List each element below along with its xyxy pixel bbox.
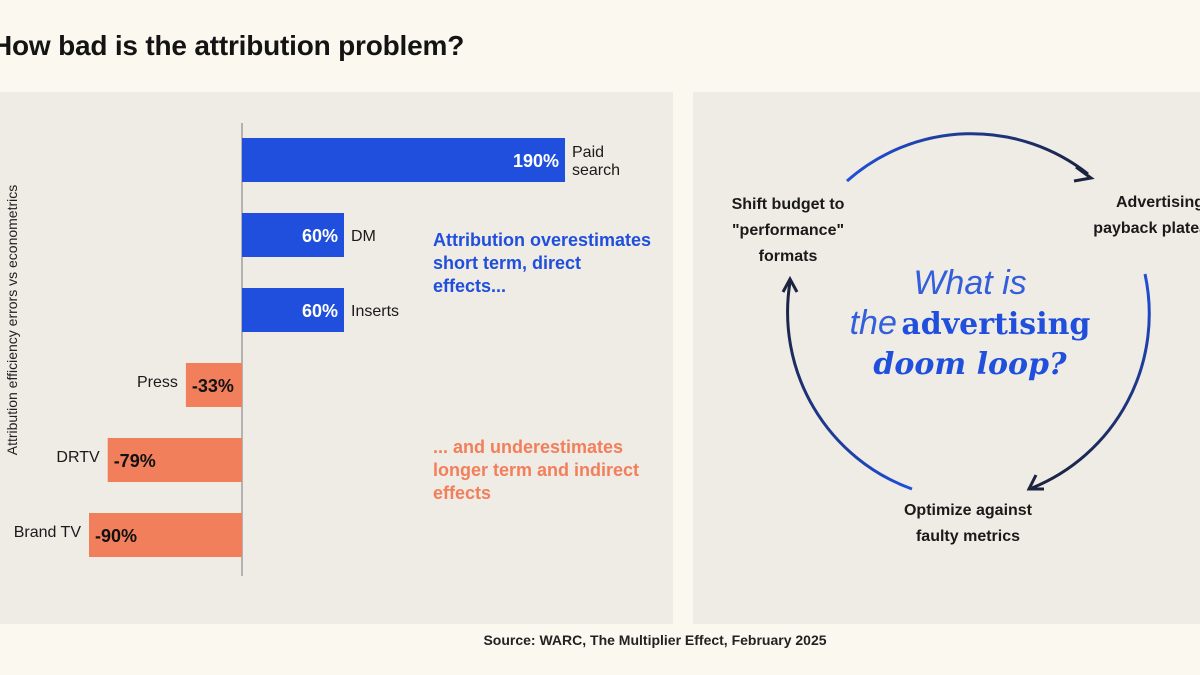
doom-loop-panel	[693, 92, 1200, 624]
bar-value-label: 60%	[302, 301, 338, 321]
overestimate-annotation: Attribution overestimates short term, di…	[433, 230, 652, 296]
doom-loop-heading: What is the advertising doom loop?	[820, 263, 1120, 385]
underestimate-annotation: ... and underestimates longer term and i…	[433, 437, 640, 503]
doom-heading-the: the	[849, 304, 897, 342]
step-payback-plateaus: Advertising payback plateaus	[1093, 194, 1200, 237]
category-label: DRTV	[56, 449, 100, 466]
category-label: Inserts	[351, 303, 399, 320]
bar-value-label: 190%	[513, 151, 559, 171]
step-shift-budget: Shift budget to "performance" formats	[731, 196, 845, 265]
doom-heading-line1: What is	[913, 264, 1027, 302]
bar-4	[107, 438, 242, 482]
bar-2	[242, 288, 344, 332]
loop-arrow-left	[786, 281, 913, 491]
category-label: Brand TV	[14, 524, 82, 541]
bar-5	[89, 513, 242, 557]
bar-value-label: -79%	[114, 451, 156, 471]
bar-value-label: 60%	[302, 226, 338, 246]
page-title: How bad is the attribution problem?	[0, 30, 465, 61]
step-optimize-metrics: Optimize against faulty metrics	[903, 502, 1033, 545]
loop-arrowhead-left	[781, 275, 799, 293]
bar-value-label: -90%	[95, 526, 137, 546]
loop-arrow-top	[846, 132, 1089, 183]
bar-3	[185, 363, 242, 407]
bar-value-label: -33%	[192, 376, 234, 396]
category-label: Paid search	[572, 144, 620, 179]
loop-arrowhead-top	[1073, 165, 1095, 183]
bar-1	[242, 213, 344, 257]
doom-heading-advertising: advertising	[901, 307, 1091, 342]
loop-arrowhead-right	[1026, 474, 1044, 491]
doom-heading-loop: doom loop?	[873, 347, 1067, 382]
category-label: DM	[351, 228, 376, 245]
loop-arrow-right	[1031, 273, 1151, 490]
category-label: Press	[137, 374, 178, 391]
bar-0	[242, 138, 565, 182]
source-note: Source: WARC, The Multiplier Effect, Feb…	[483, 632, 827, 648]
